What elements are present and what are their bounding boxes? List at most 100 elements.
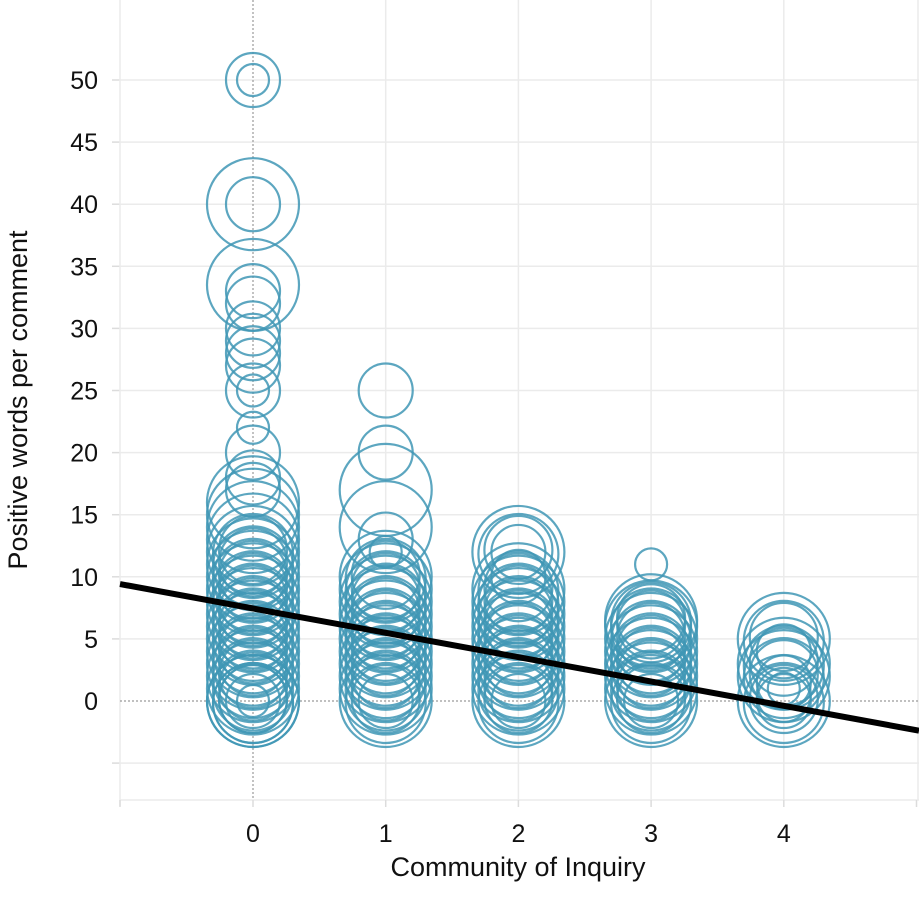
data-point [748,626,819,697]
data-point [217,527,289,598]
data-point [483,514,554,586]
data-point [603,629,699,724]
y-tick-label: 50 [70,67,98,95]
data-point [748,601,819,673]
data-point [224,275,282,332]
data-point [205,629,301,724]
data-point [483,576,554,648]
data-point [217,589,289,660]
data-point [350,576,421,648]
data-point [483,601,554,673]
data-point [350,552,421,623]
data-point [350,651,421,722]
y-tick-label: 0 [84,688,98,716]
data-point [224,176,282,233]
data-point [205,480,301,575]
y-tick-label: 25 [70,378,98,406]
data-point [350,539,421,610]
data-point [736,653,831,749]
y-tick-label: 45 [70,129,98,157]
data-point [205,604,301,699]
data-point [205,504,301,600]
data-point [471,554,566,649]
data-point [205,616,301,711]
data-point [217,626,289,697]
data-point [217,601,289,673]
data-point [224,300,282,357]
data-point [235,683,271,719]
data-point [471,629,566,724]
data-point [603,653,699,749]
data-point [603,616,699,711]
data-point [217,552,289,623]
y-tick-label: 35 [70,253,98,281]
axes: 0 5 10 15 20 25 30 35 40 45 50 0 1 2 3 4 [70,67,791,848]
data-point [609,661,693,745]
y-tick-label: 30 [70,315,98,343]
data-point [217,614,289,685]
x-tick-label: 4 [777,820,791,848]
data-point [205,542,301,637]
data-point [483,639,554,710]
data-point [235,373,271,408]
data-point [350,626,421,697]
data-point [350,639,421,710]
data-point [338,616,433,711]
data-point [205,529,301,624]
data-point [603,604,699,699]
data-point [483,564,554,635]
data-point [357,672,414,730]
data-point [338,529,433,624]
data-point [350,614,421,685]
data-point [615,589,687,660]
data-point [471,641,566,736]
y-tick-label: 15 [70,502,98,530]
y-tick-label: 10 [70,564,98,592]
data-point [742,661,825,745]
data-point [217,663,289,735]
data-point [622,672,680,730]
data-point [211,661,295,745]
x-tick-label: 3 [644,820,658,848]
data-point [344,649,427,732]
data-point [224,424,282,481]
data-point [205,492,301,587]
data-point [477,649,560,732]
data-point [615,601,687,673]
y-tick-label: 20 [70,440,98,468]
data-point [224,362,282,419]
data-point [205,455,301,550]
regression-line-layer [119,581,919,734]
data-point [471,579,566,674]
data-point [357,362,414,419]
data-point [490,672,547,730]
data-point [235,62,271,98]
data-point [471,542,566,637]
data-point [483,651,554,722]
data-point [205,641,301,736]
data-point [477,661,560,745]
data-point [224,312,282,369]
data-point [471,504,566,600]
data-point [603,579,699,674]
data-point [338,480,433,575]
data-point [615,626,687,697]
data-point [235,410,271,445]
data-point [217,514,289,586]
data-points [205,51,831,749]
data-point [350,663,421,735]
data-point [483,552,554,623]
data-point [615,663,687,735]
data-point [338,641,433,736]
x-tick-label: 0 [246,820,260,848]
data-point [205,653,301,749]
y-axis-title: Positive words per comment [3,230,33,570]
data-point [338,566,433,662]
y-tick-label: 5 [84,626,98,654]
data-point [736,591,831,687]
data-point [211,649,295,732]
data-point [338,554,433,649]
data-point [224,672,282,730]
data-point [471,591,566,687]
